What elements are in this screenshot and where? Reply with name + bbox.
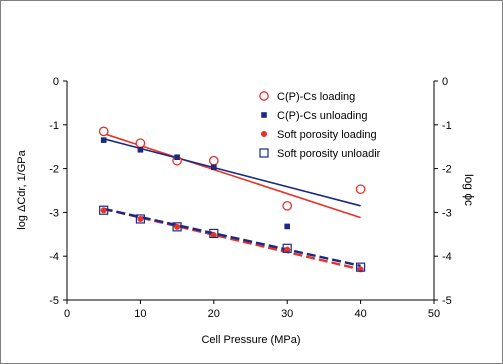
data-point-series-3 [282,243,292,253]
legend: C(P)-Cs loading C(P)-Cs unloading Soft por… [259,91,381,160]
y-tick-label-right: -5 [442,295,452,307]
data-point-series-3 [356,262,366,272]
data-point-series-1 [137,146,144,153]
data-point-series-1 [284,223,290,230]
trend-line-series-1 [103,138,361,207]
y-tick-label-left: -1 [49,120,59,132]
legend-label-series-3: Soft porosity unloadir [277,148,381,160]
x-tick-label: 50 [428,308,440,320]
data-point-series-3 [209,228,219,239]
legend-label-series-0: C(P)-Cs loading [277,91,355,103]
x-tick-label: 40 [354,308,366,320]
data-point-series-1 [100,137,107,143]
legend-marker-series-3 [259,148,269,158]
y-tick-label-right: -1 [442,120,452,132]
y-tick-label-right: -3 [442,207,452,219]
data-point-series-0 [208,155,219,166]
legend-marker-series-2 [261,131,267,137]
trend-line-series-3 [103,207,361,268]
legend-marker-series-0 [259,91,269,101]
data-point-series-3 [172,222,182,232]
y-tick-label-right: -2 [442,164,452,176]
x-tick-label: 20 [208,308,220,320]
legend-label-series-2: Soft porosity loading [277,129,377,141]
legend-marker-series-1 [261,112,267,118]
y-tick-label-left: -5 [49,295,59,307]
data-markers [98,126,366,273]
data-point-series-2 [210,232,217,239]
data-point-series-1 [174,154,180,161]
y-axis-label-left: log ΔCdr, 1/GPa [16,149,28,229]
data-point-series-0 [355,184,366,195]
data-point-series-3 [99,205,109,215]
x-tick-label: 30 [281,308,293,320]
axes: 0 10 20 30 40 50 0 0 -1 -1 -2 -2 -3 -3 -4 -4 -5 -5 [49,76,452,320]
data-point-series-0 [282,200,293,211]
data-point-series-2 [137,215,144,222]
data-point-series-2 [100,207,107,214]
x-axis-label: Cell Pressure (MPa) [201,334,300,346]
legend-label-series-1: C(P)-Cs unloading [277,110,367,122]
data-point-series-1 [211,164,217,171]
y-axis-label-right: log ϕc [462,174,476,206]
y-tick-label-left: -2 [49,164,59,176]
y-tick-label-left: 0 [53,76,59,88]
trend-lines [103,132,361,271]
y-tick-label-right: 0 [442,76,448,88]
data-point-series-0 [98,126,109,137]
x-tick-label: 0 [64,308,70,320]
y-tick-label-right: -4 [442,251,452,263]
y-tick-label-left: -4 [49,251,59,263]
data-point-series-2 [174,223,181,230]
data-point-series-3 [135,214,145,224]
y-tick-label-left: -3 [49,207,59,219]
data-point-series-2 [284,246,291,253]
data-point-series-0 [135,138,146,149]
trend-line-series-0 [103,132,361,219]
x-tick-label: 10 [134,308,146,320]
